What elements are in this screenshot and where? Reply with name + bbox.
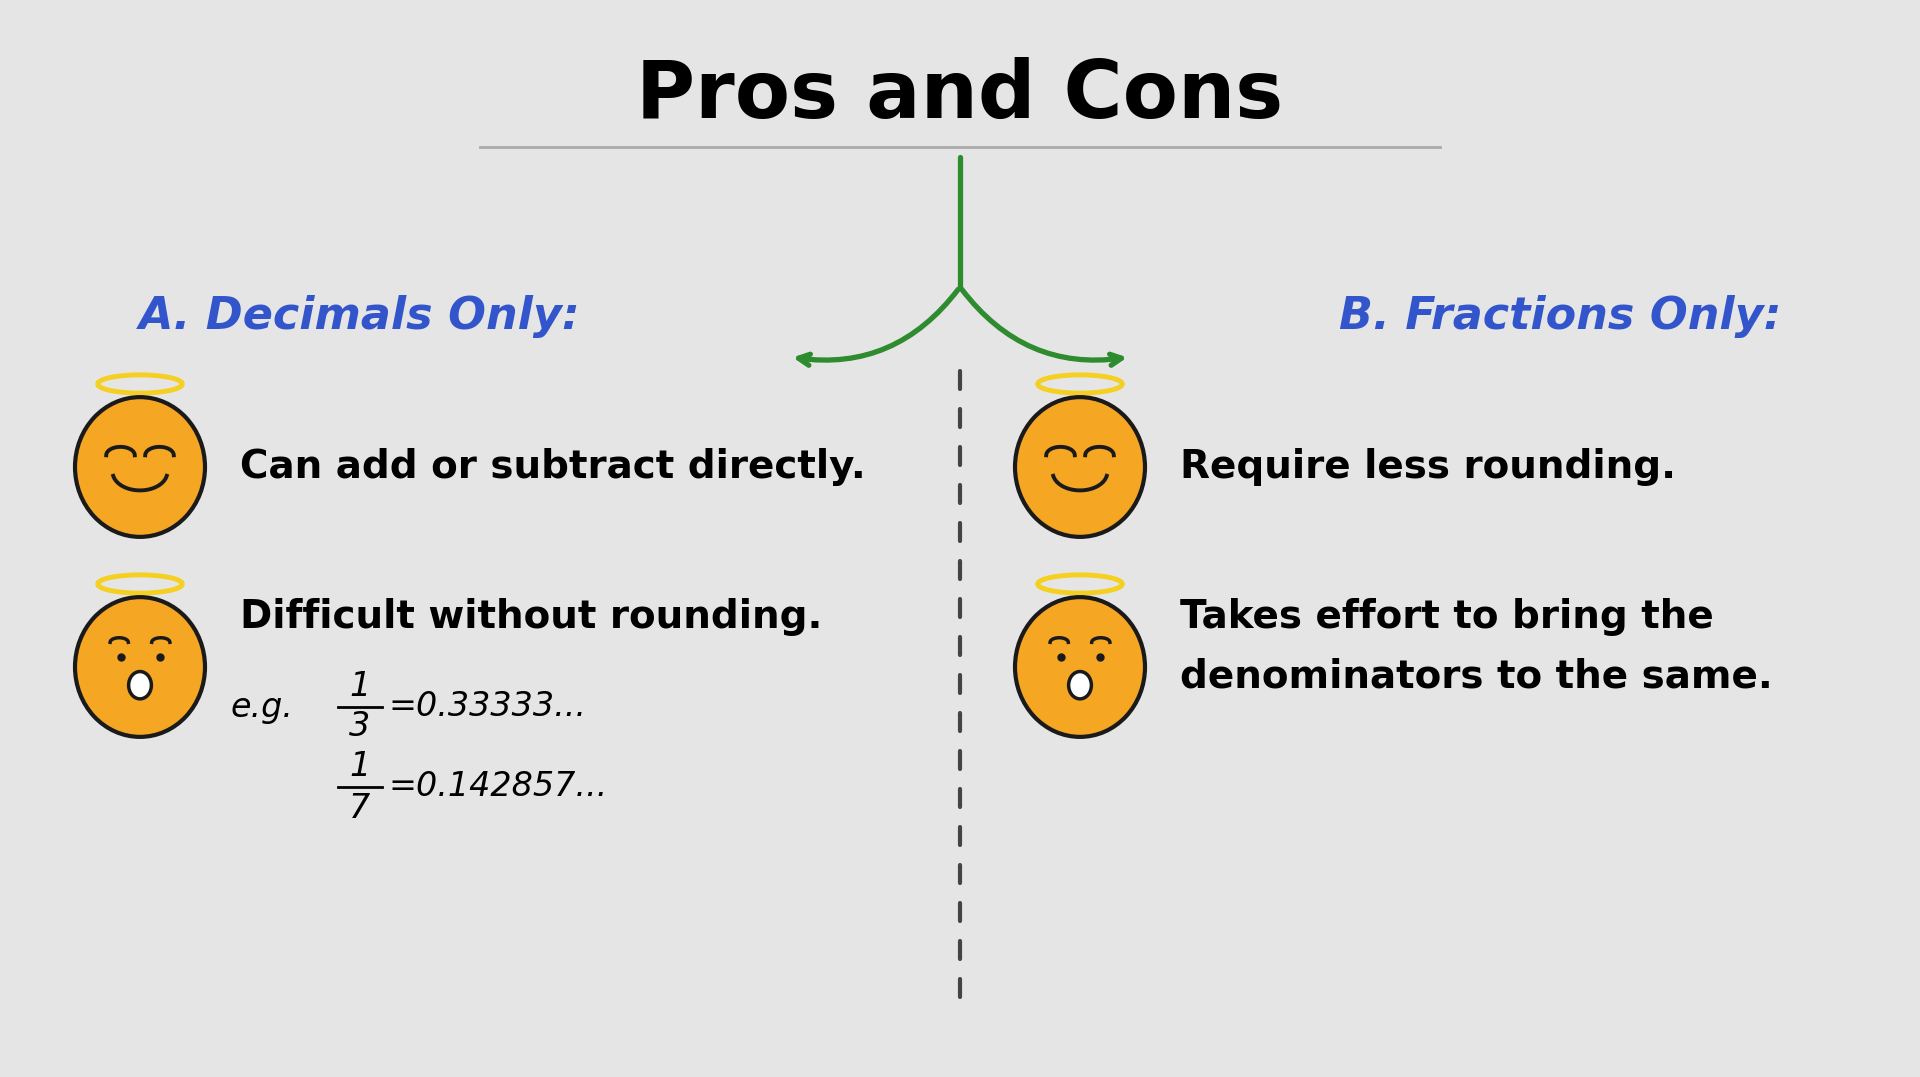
Text: Difficult without rounding.: Difficult without rounding. [240, 598, 822, 637]
Text: denominators to the same.: denominators to the same. [1181, 658, 1772, 696]
Text: Require less rounding.: Require less rounding. [1181, 448, 1676, 486]
Ellipse shape [75, 597, 205, 737]
Text: Takes effort to bring the: Takes effort to bring the [1181, 598, 1715, 637]
Text: 1: 1 [349, 671, 371, 703]
Text: Can add or subtract directly.: Can add or subtract directly. [240, 448, 866, 486]
Ellipse shape [1069, 672, 1091, 699]
Ellipse shape [1016, 597, 1144, 737]
Text: 7: 7 [349, 793, 371, 825]
Text: Pros and Cons: Pros and Cons [636, 57, 1284, 135]
FancyArrowPatch shape [799, 290, 958, 365]
Ellipse shape [1016, 397, 1144, 536]
Text: =0.142857...: =0.142857... [388, 770, 607, 803]
Text: 3: 3 [349, 711, 371, 743]
Text: =0.33333...: =0.33333... [388, 690, 586, 724]
Ellipse shape [129, 672, 152, 699]
Text: A. Decimals Only:: A. Decimals Only: [138, 295, 582, 338]
Ellipse shape [75, 397, 205, 536]
Text: B. Fractions Only:: B. Fractions Only: [1338, 295, 1782, 338]
FancyArrowPatch shape [962, 290, 1121, 365]
Text: e.g.: e.g. [230, 690, 294, 724]
Text: 1: 1 [349, 751, 371, 783]
